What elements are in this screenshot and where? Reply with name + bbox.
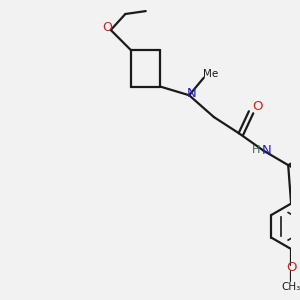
Text: O: O [252, 100, 262, 112]
Text: H: H [252, 145, 260, 155]
Text: O: O [102, 21, 112, 34]
Text: O: O [286, 261, 296, 274]
Text: N: N [262, 143, 271, 157]
Text: N: N [187, 87, 196, 100]
Text: Me: Me [202, 69, 218, 79]
Text: CH₃: CH₃ [281, 283, 300, 292]
